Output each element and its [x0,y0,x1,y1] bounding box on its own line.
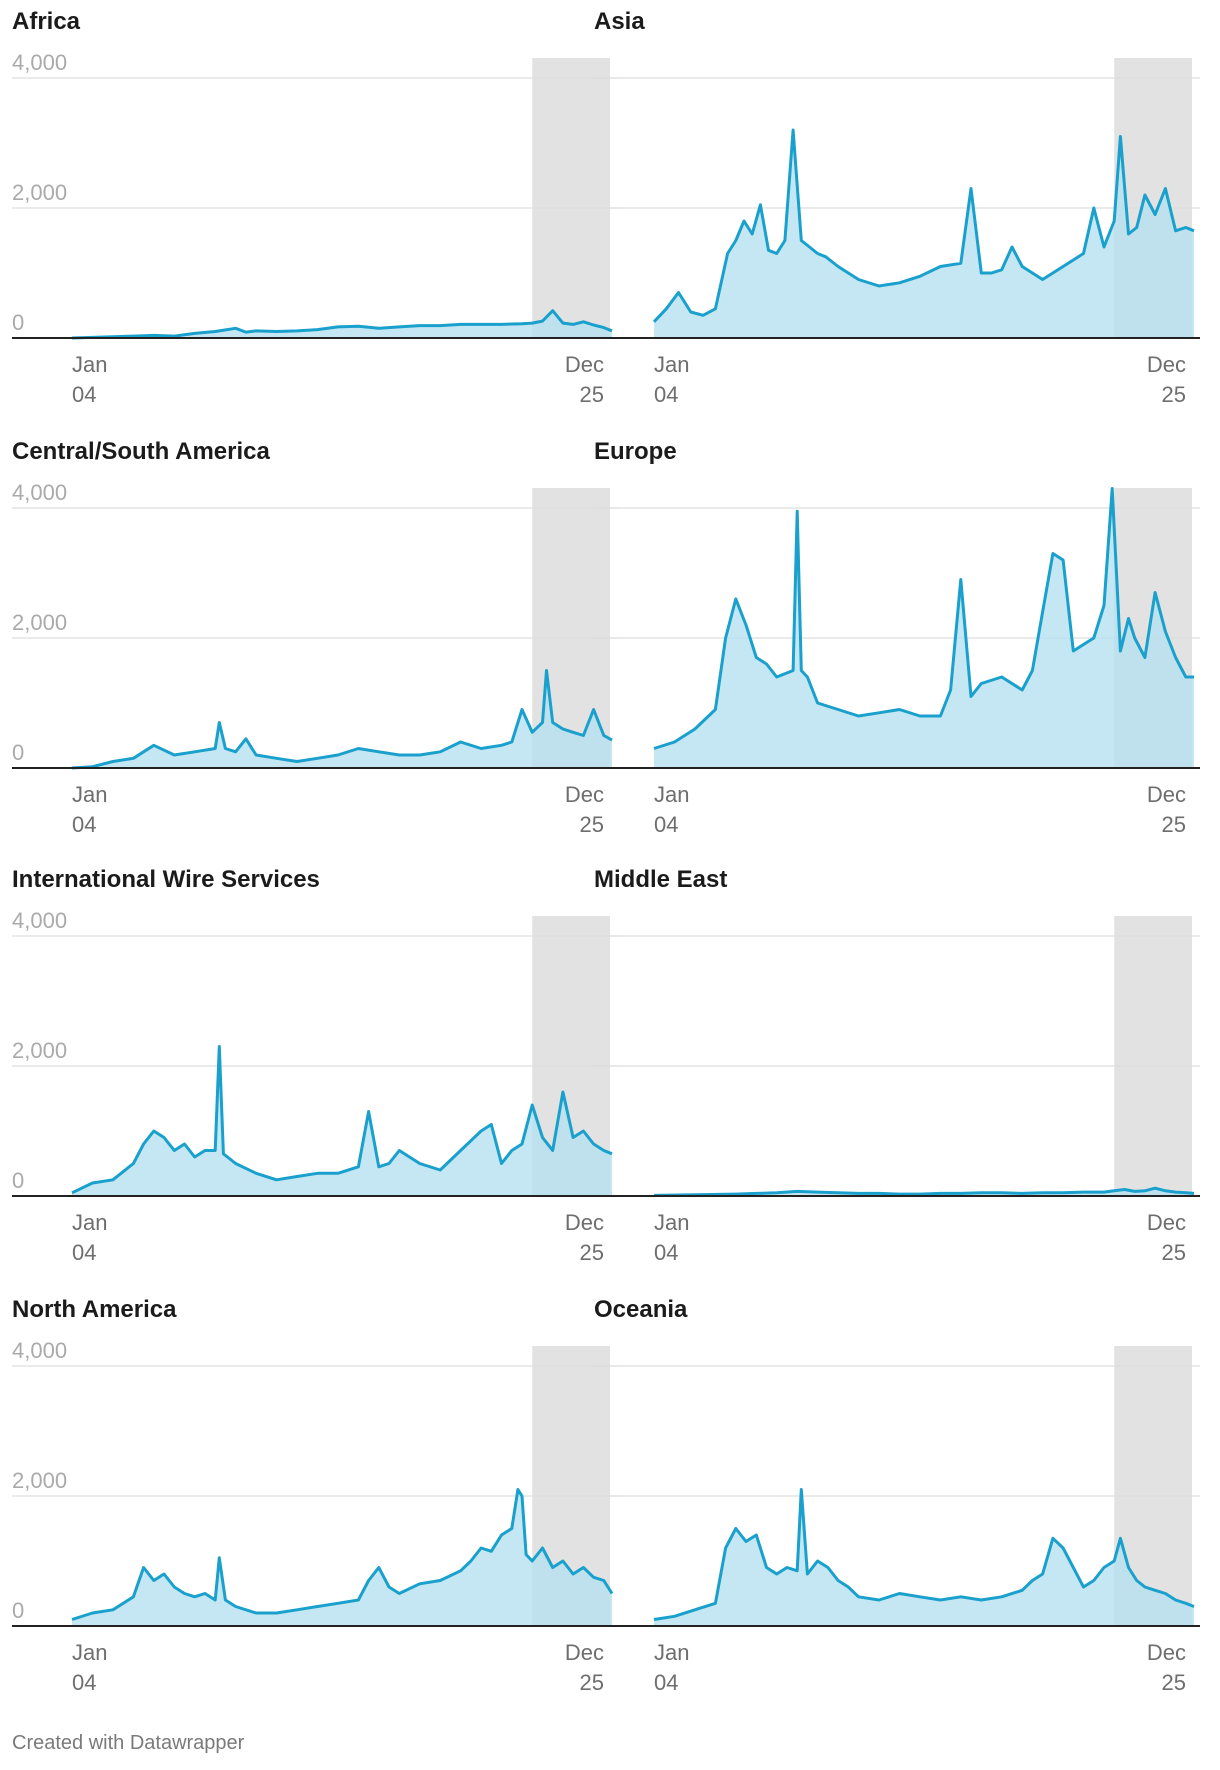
series-area [654,130,1194,338]
x-tick-year: 25 [580,1670,604,1695]
x-tick-month: Jan [654,1210,689,1235]
chart-svg: 4,000 2,000 0 Jan 04 Dec 25 [12,908,618,1265]
chart-svg: Jan 04 Dec 25 [594,916,1200,1265]
x-tick-year: 25 [1162,382,1186,407]
y-tick-label: 0 [12,1168,24,1193]
series-area [72,1046,612,1196]
x-tick-year: 04 [654,382,678,407]
chart-svg: 4,000 2,000 0 Jan 04 Dec 25 [12,480,618,837]
x-tick-year: 04 [654,1240,678,1265]
x-tick-month: Jan [654,352,689,377]
x-tick-month: Dec [1147,352,1186,377]
x-tick-year: 04 [72,382,96,407]
x-tick-year: 25 [580,812,604,837]
x-tick-month: Dec [565,1210,604,1235]
x-tick-month: Jan [72,352,107,377]
x-tick-year: 04 [72,812,96,837]
y-tick-label: 2,000 [12,1038,67,1063]
x-tick-month: Jan [72,1210,107,1235]
panel-title: North America [12,1296,177,1323]
y-tick-label: 0 [12,1598,24,1623]
x-tick-month: Dec [1147,782,1186,807]
x-tick-year: 25 [580,382,604,407]
x-tick-month: Dec [565,1640,604,1665]
x-tick-month: Jan [72,782,107,807]
x-tick-month: Dec [565,782,604,807]
series-line [71,669,613,770]
footer-credit: Created with Datawrapper [12,1732,245,1754]
x-tick-month: Jan [72,1640,107,1665]
chart-svg: Jan 04 Dec 25 [594,1346,1200,1695]
series-line [71,1045,613,1195]
y-tick-label: 2,000 [12,1468,67,1493]
panel-asia: Asia Jan 04 Dec 25 [582,0,1200,420]
series-line [71,1488,614,1621]
panel-title: Middle East [594,866,728,893]
chart-svg: Jan 04 Dec 25 [594,58,1200,407]
x-tick-year: 25 [1162,812,1186,837]
panel-middle-east: Middle East Jan 04 Dec 25 [582,858,1200,1278]
x-tick-year: 04 [72,1670,96,1695]
panel-international-wire-services: International Wire Services 4,000 2,000 0 Ja… [0,858,618,1278]
x-tick-month: Dec [1147,1640,1186,1665]
panel-oceania: Oceania Jan 04 Dec 25 [582,1288,1200,1708]
chart-svg: 4,000 2,000 0 Jan 04 Dec 25 [12,50,618,407]
y-tick-label: 2,000 [12,180,67,205]
x-tick-month: Jan [654,1640,689,1665]
panel-title: Africa [12,8,81,35]
highlight-band [532,58,610,338]
highlight-band [1114,916,1192,1196]
y-tick-label: 4,000 [12,480,67,505]
x-tick-year: 25 [1162,1240,1186,1265]
y-tick-label: 4,000 [12,50,67,75]
series-area [654,1489,1194,1626]
y-tick-label: 4,000 [12,908,67,933]
series-line [653,487,1194,750]
x-tick-month: Dec [1147,1210,1186,1235]
x-tick-month: Jan [654,782,689,807]
series-area [72,310,612,338]
y-tick-label: 0 [12,740,24,765]
x-tick-year: 25 [1162,1670,1186,1695]
x-tick-year: 25 [580,1240,604,1265]
x-tick-year: 04 [654,1670,678,1695]
panel-title: Asia [594,8,645,35]
y-tick-label: 4,000 [12,1338,67,1363]
series-area [72,1489,612,1626]
series-area [72,670,612,768]
series-line [652,128,1195,323]
series-line [71,309,613,340]
y-tick-label: 2,000 [12,610,67,635]
x-tick-month: Dec [565,352,604,377]
panel-title: Oceania [594,1296,688,1323]
panel-north-america: North America 4,000 2,000 0 Jan 04 Dec 25 [0,1288,618,1708]
panel-central-south-america: Central/South America 4,000 2,000 0 Jan 04 Dec… [0,430,618,850]
chart-svg: Jan 04 Dec 25 [594,487,1200,837]
series-line [653,1186,1195,1197]
chart-svg: 4,000 2,000 0 Jan 04 Dec 25 [12,1338,618,1695]
panel-title: International Wire Services [12,866,320,893]
panel-europe: Europe Jan 04 Dec 25 [582,430,1200,850]
panel-africa: Africa 4,000 2,000 0 Jan 04 Dec 25 [0,0,618,420]
x-tick-year: 04 [72,1240,96,1265]
x-tick-year: 04 [654,812,678,837]
series-line [653,1488,1195,1621]
y-tick-label: 0 [12,310,24,335]
panel-title: Europe [594,438,677,465]
panel-title: Central/South America [12,438,270,465]
